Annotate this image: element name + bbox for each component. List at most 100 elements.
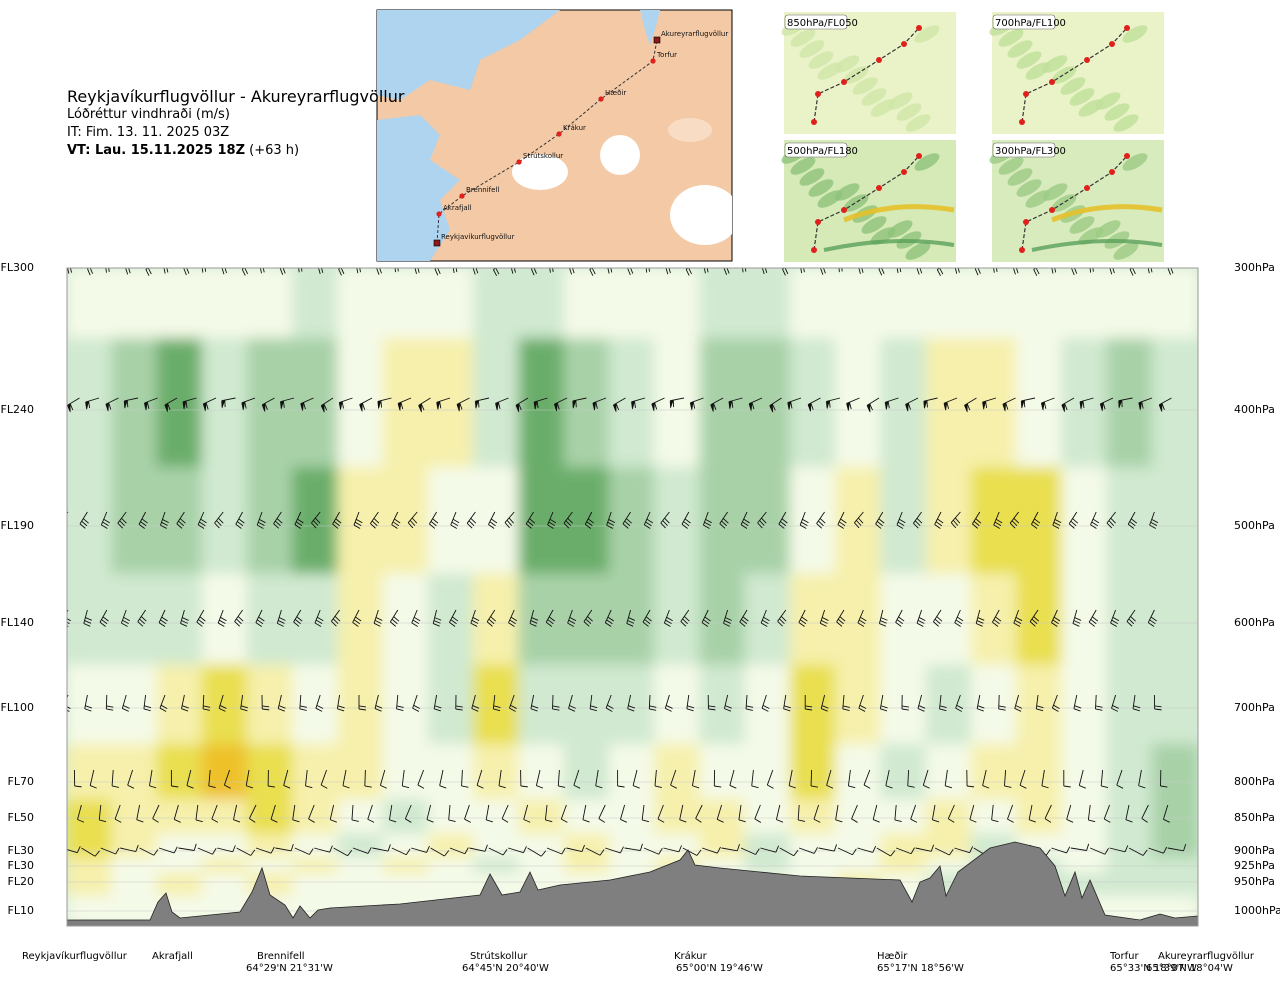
- wind-barb: [100, 847, 120, 855]
- valid-time-row: VT: Lau. 15.11.2025 18Z (+63 h): [67, 142, 404, 160]
- wind-barb: [799, 847, 818, 854]
- wind-barb: [560, 804, 568, 823]
- wind-barb: [648, 694, 657, 711]
- velocity-cell: [880, 573, 928, 667]
- wind-barb: [120, 844, 139, 853]
- velocity-cell: [1016, 338, 1064, 469]
- wind-barb: [631, 397, 646, 410]
- wind-barb: [950, 511, 961, 529]
- velocity-cell: [608, 744, 657, 801]
- wind-barb: [894, 804, 902, 822]
- velocity-cell: [744, 744, 792, 801]
- wind-barb: [529, 609, 539, 627]
- wind-barb: [351, 804, 359, 822]
- wind-barb: [501, 804, 509, 823]
- flight-level-label: FL30: [7, 844, 34, 857]
- issue-time: IT: Fim. 13. 11. 2025 03Z: [67, 125, 230, 140]
- wind-barb: [632, 769, 640, 789]
- wind-barb: [934, 847, 954, 856]
- wind-barb: [748, 397, 763, 412]
- station-coord: 65°00'N 19°46'W: [676, 963, 763, 974]
- velocity-cell: [1061, 833, 1109, 860]
- wind-barb: [1116, 769, 1124, 789]
- station-label: Hæðir 65°17'N 18°56'W: [877, 951, 964, 975]
- wind-barb: [373, 609, 383, 627]
- velocity-cell: [1106, 338, 1154, 469]
- velocity-cell: [1151, 799, 1198, 836]
- wind-barb: [338, 397, 353, 411]
- wind-barb: [197, 847, 217, 855]
- wind-barb: [837, 847, 857, 856]
- wind-barb: [117, 511, 127, 529]
- wind-barb: [1007, 804, 1014, 823]
- wind-barb: [1099, 397, 1114, 412]
- wind-barb: [202, 397, 217, 412]
- wind-barb: [314, 845, 333, 853]
- wind-barb: [798, 609, 808, 627]
- velocity-cell: [67, 873, 114, 898]
- velocity-cell: [382, 873, 430, 898]
- wind-barb: [799, 511, 809, 529]
- velocity-cell: [880, 664, 928, 746]
- wind-barb: [837, 511, 847, 529]
- wind-barb: [267, 769, 276, 788]
- wind-barb: [508, 846, 527, 854]
- wind-barb: [259, 268, 265, 274]
- wind-barb: [256, 511, 266, 529]
- wind-barb: [105, 694, 114, 711]
- wind-barb: [660, 511, 670, 529]
- velocity-cell: [1016, 573, 1064, 667]
- wind-barb: [545, 609, 556, 627]
- wind-barb: [374, 694, 383, 712]
- wind-barb: [857, 845, 877, 853]
- wind-barb: [875, 511, 885, 529]
- velocity-cell: [789, 799, 838, 836]
- velocity-cell: [67, 744, 114, 801]
- wind-barb: [111, 769, 120, 788]
- velocity-cell: [654, 268, 702, 340]
- map-point: Hæðir: [598, 89, 626, 102]
- wind-barb: [838, 268, 843, 273]
- wind-barb: [857, 609, 867, 627]
- velocity-cell: [835, 833, 883, 860]
- wind-barb: [379, 769, 387, 789]
- wind-barb: [842, 694, 850, 711]
- wind-barb: [120, 609, 130, 627]
- velocity-cell: [925, 664, 973, 746]
- velocity-cell: [473, 664, 521, 746]
- wind-barb: [338, 268, 345, 276]
- wind-barb: [982, 769, 990, 789]
- velocity-cell: [201, 744, 249, 801]
- velocity-cell: [1151, 573, 1198, 667]
- velocity-cell: [337, 573, 385, 667]
- wind-barb: [315, 694, 324, 712]
- velocity-cell: [970, 799, 1019, 836]
- velocity-cell: [744, 467, 792, 576]
- title-block: Reykjavíkurflugvöllur - Akureyrarflugvöl…: [67, 88, 404, 160]
- wind-barb: [721, 843, 740, 852]
- velocity-cell: [835, 799, 883, 836]
- wind-barb: [589, 694, 598, 712]
- pressure-label: 700hPa: [1234, 701, 1275, 714]
- velocity-cell: [1151, 833, 1198, 860]
- wind-barb: [197, 511, 207, 529]
- wind-barb: [779, 847, 799, 857]
- velocity-cell: [1106, 744, 1154, 801]
- wind-barb: [100, 511, 110, 529]
- wind-barb: [432, 609, 442, 627]
- wind-barb: [85, 397, 100, 410]
- velocity-cell: [608, 573, 657, 667]
- wind-barb: [573, 769, 581, 789]
- velocity-cell: [744, 799, 792, 836]
- wind-barb: [825, 397, 841, 410]
- wind-barb: [391, 847, 411, 856]
- velocity-cell: [1151, 873, 1198, 898]
- wind-barb: [211, 804, 219, 823]
- velocity-cell: [156, 744, 204, 801]
- flight-level-label: FL10: [7, 904, 34, 917]
- wind-barb: [740, 847, 760, 855]
- wind-barb: [1066, 804, 1074, 823]
- level-panel-label: 850hPa/FL050: [787, 18, 858, 29]
- wind-barb: [923, 397, 938, 410]
- wind-barb: [1125, 804, 1133, 823]
